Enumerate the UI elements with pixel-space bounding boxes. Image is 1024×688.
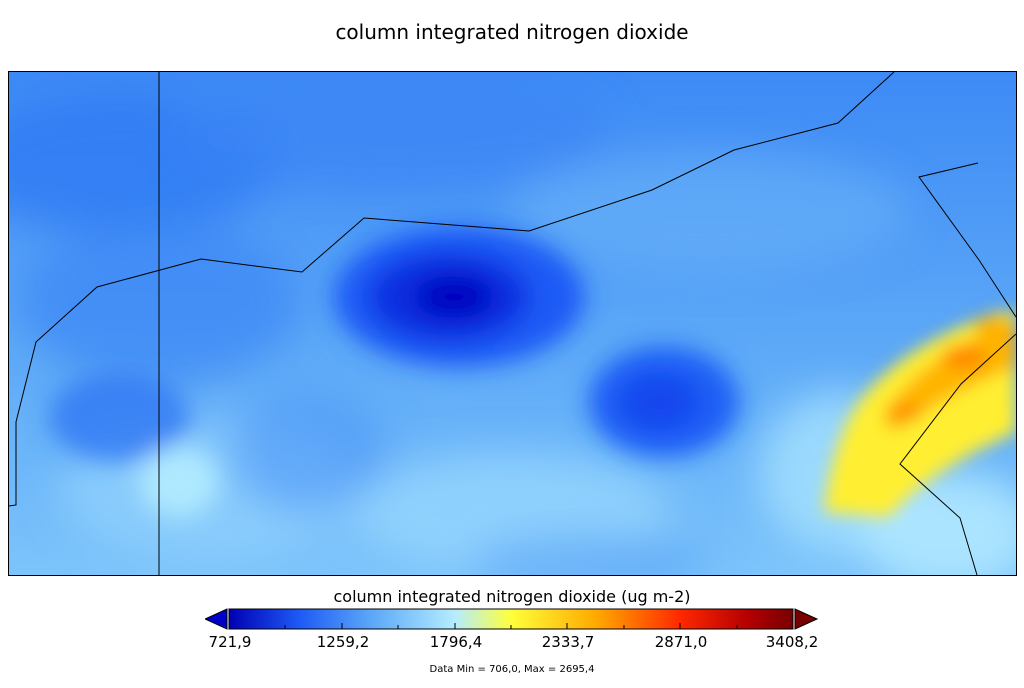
- colorbar-tick-label: 1796,4: [429, 633, 483, 651]
- map-title: column integrated nitrogen dioxide: [335, 20, 689, 44]
- data-min-max-text: Data Min = 706,0, Max = 2695,4: [429, 664, 595, 675]
- colorbar-ticks: [228, 623, 794, 629]
- colorbar-tick-label: 721,9: [208, 633, 252, 651]
- colorbar-extend-min-arrow: [205, 608, 228, 630]
- concentration-field: [9, 72, 1016, 575]
- colorbar-tick-label: 2871,0: [654, 633, 708, 651]
- map-panel: [8, 71, 1017, 576]
- colorbar-tick-label: 3408,2: [765, 633, 819, 651]
- boundary-lines: [9, 72, 1016, 575]
- colorbar-extend-max-arrow: [794, 608, 819, 630]
- colorbar-label: column integrated nitrogen dioxide (ug m…: [333, 587, 691, 606]
- colorbar-tick-label: 2333,7: [541, 633, 595, 651]
- colorbar-tick-label: 1259,2: [316, 633, 370, 651]
- colorbar: [205, 608, 819, 630]
